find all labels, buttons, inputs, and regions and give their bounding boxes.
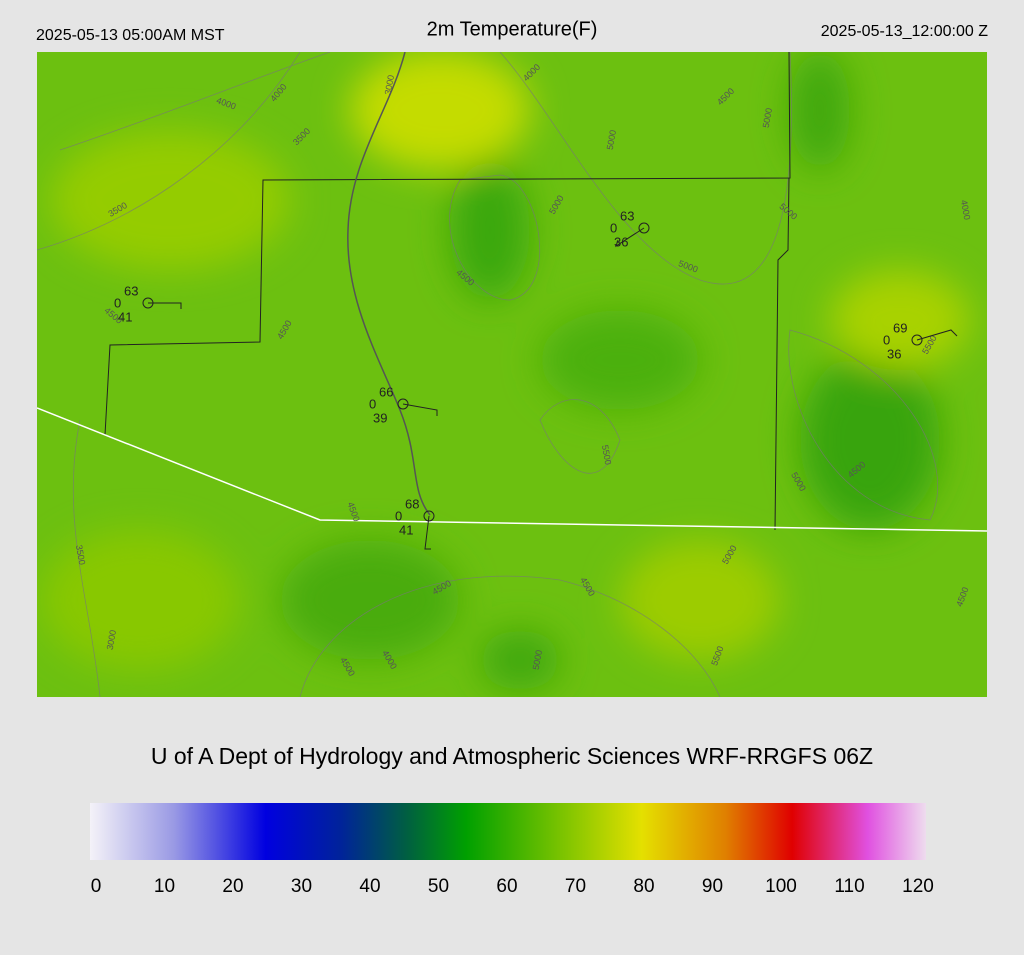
colorbar-tick-label: 10 — [154, 876, 175, 897]
contour-label: 3000 — [383, 74, 396, 95]
station-marker — [423, 510, 435, 522]
station-dewpoint: 39 — [373, 410, 387, 425]
contour-label: 3000 — [105, 629, 118, 650]
station-temperature: 63 — [620, 208, 634, 223]
station-cover: 0 — [369, 396, 376, 411]
map-title: 2m Temperature(F) — [427, 18, 598, 40]
colorbar-tick-label: 110 — [834, 876, 864, 897]
station-cover: 0 — [395, 508, 402, 523]
colorbar-tick-label: 90 — [702, 876, 723, 897]
wind-barb — [148, 302, 182, 309]
station-temperature: 68 — [405, 496, 419, 511]
station-cover: 0 — [114, 295, 121, 310]
colorbar — [90, 803, 926, 860]
map — [37, 52, 987, 697]
contour-label: 5000 — [605, 129, 618, 150]
station-dewpoint: 41 — [118, 309, 132, 324]
contour-label: 4000 — [959, 199, 972, 220]
colorbar-tick-label: 100 — [765, 876, 797, 897]
colorbar-tick-label: 50 — [428, 876, 449, 897]
station-marker — [638, 222, 650, 234]
contour-label: 5000 — [531, 649, 544, 670]
station-marker — [911, 334, 923, 346]
colorbar-tick-label: 30 — [291, 876, 312, 897]
station-marker — [397, 398, 409, 410]
contour-label: 5000 — [761, 107, 774, 128]
wind-barb — [424, 515, 431, 550]
station-dewpoint: 36 — [887, 346, 901, 361]
footer-title: U of A Dept of Hydrology and Atmospheric… — [151, 743, 873, 769]
valid-local: 2025-05-13 05:00AM MST — [36, 27, 225, 44]
station-dewpoint: 36 — [614, 234, 628, 249]
station-temperature: 69 — [893, 320, 907, 335]
station-temperature: 63 — [124, 283, 138, 298]
wind-barb — [615, 227, 645, 248]
station-temperature: 66 — [379, 384, 393, 399]
contour-label: 3500 — [74, 544, 87, 565]
wind-barb — [402, 403, 438, 416]
contour-label: 5500 — [600, 444, 613, 465]
valid-utc: 2025-05-13_12:00:00 Z — [821, 23, 988, 40]
colorbar-tick-label: 70 — [565, 876, 586, 897]
colorbar-tick-label: 80 — [633, 876, 654, 897]
wind-barb — [916, 329, 958, 341]
station-cover: 0 — [883, 332, 890, 347]
colorbar-tick-label: 60 — [496, 876, 517, 897]
colorbar-tick-label: 120 — [902, 876, 934, 897]
colorbar-tick-label: 40 — [359, 876, 380, 897]
station-cover: 0 — [610, 220, 617, 235]
station-dewpoint: 41 — [399, 522, 413, 537]
colorbar-tick-label: 20 — [222, 876, 243, 897]
colorbar-tick-label: 0 — [91, 876, 102, 897]
